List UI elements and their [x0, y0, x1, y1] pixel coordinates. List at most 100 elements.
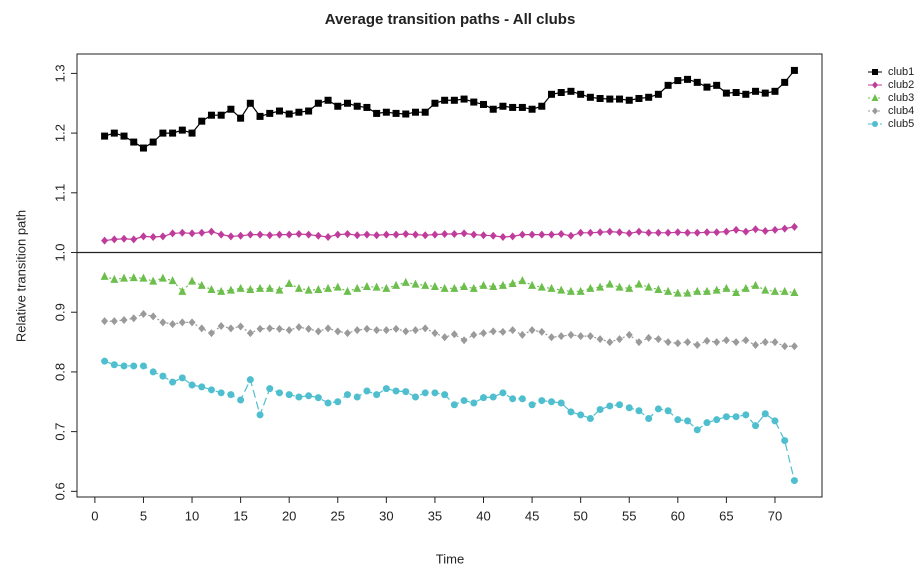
- marker: [761, 227, 769, 236]
- marker: [722, 336, 730, 345]
- marker: [790, 288, 799, 297]
- marker: [596, 94, 604, 102]
- marker: [645, 333, 653, 342]
- marker: [752, 225, 760, 234]
- marker: [489, 231, 497, 240]
- marker: [120, 132, 128, 140]
- marker: [460, 336, 468, 345]
- marker: [703, 228, 711, 237]
- marker: [489, 282, 498, 291]
- marker: [664, 407, 672, 415]
- marker: [207, 329, 215, 338]
- marker: [664, 286, 673, 295]
- marker: [197, 280, 206, 289]
- marker: [333, 282, 342, 291]
- marker: [101, 317, 109, 326]
- marker: [450, 230, 458, 239]
- marker: [120, 273, 129, 282]
- marker: [363, 103, 371, 111]
- marker: [761, 338, 769, 347]
- marker: [149, 232, 157, 241]
- marker: [645, 414, 653, 422]
- marker: [227, 324, 235, 333]
- marker: [402, 110, 410, 118]
- marker: [227, 232, 235, 241]
- marker: [470, 330, 478, 339]
- marker: [518, 276, 527, 285]
- marker: [528, 401, 536, 409]
- marker: [188, 276, 197, 285]
- marker: [781, 342, 789, 351]
- marker: [353, 102, 361, 110]
- marker: [498, 280, 507, 289]
- marker: [265, 283, 274, 292]
- x-axis-label: Time: [436, 551, 464, 566]
- marker: [528, 230, 536, 239]
- marker: [548, 230, 556, 239]
- marker: [761, 410, 769, 418]
- y-tick-label: 1.0: [52, 243, 67, 261]
- marker: [872, 107, 878, 115]
- marker: [139, 362, 147, 370]
- marker: [713, 338, 721, 347]
- marker: [246, 376, 254, 384]
- marker: [343, 391, 351, 399]
- marker: [441, 333, 449, 342]
- marker: [402, 230, 410, 239]
- marker: [363, 230, 371, 239]
- marker: [605, 279, 614, 288]
- y-tick-label: 0.8: [52, 363, 67, 381]
- marker: [722, 227, 730, 236]
- marker: [567, 87, 575, 95]
- marker: [751, 280, 760, 289]
- marker: [732, 413, 740, 421]
- marker: [100, 271, 109, 280]
- marker: [508, 279, 517, 288]
- marker: [703, 336, 711, 345]
- legend-label: club3: [888, 92, 914, 104]
- marker: [674, 416, 682, 424]
- marker: [654, 335, 662, 344]
- marker: [450, 96, 458, 104]
- marker: [742, 411, 750, 419]
- marker: [693, 228, 701, 237]
- marker: [236, 283, 245, 292]
- marker: [654, 228, 662, 237]
- marker: [441, 230, 449, 239]
- marker: [441, 96, 449, 104]
- marker: [489, 105, 497, 113]
- marker: [188, 381, 196, 389]
- marker: [237, 114, 245, 122]
- marker: [275, 285, 284, 294]
- marker: [363, 324, 371, 333]
- marker: [139, 273, 148, 282]
- marker: [305, 324, 313, 333]
- marker: [314, 231, 322, 240]
- marker: [285, 230, 293, 239]
- marker: [402, 388, 410, 396]
- marker: [217, 230, 225, 239]
- marker: [129, 273, 138, 282]
- marker: [401, 277, 410, 286]
- marker: [645, 228, 653, 237]
- marker: [673, 288, 682, 297]
- marker: [615, 282, 624, 291]
- marker: [178, 318, 186, 327]
- x-tick-label: 10: [185, 508, 199, 523]
- marker: [305, 230, 313, 239]
- marker: [314, 285, 323, 294]
- marker: [616, 335, 624, 344]
- marker: [120, 362, 128, 370]
- marker: [586, 414, 594, 422]
- marker: [305, 107, 313, 115]
- marker: [790, 66, 798, 74]
- x-tick-label: 20: [282, 508, 296, 523]
- marker: [693, 286, 702, 295]
- marker: [149, 138, 157, 146]
- marker: [722, 89, 730, 97]
- marker: [528, 105, 536, 113]
- marker: [761, 285, 770, 294]
- marker: [684, 417, 692, 425]
- marker: [130, 138, 138, 146]
